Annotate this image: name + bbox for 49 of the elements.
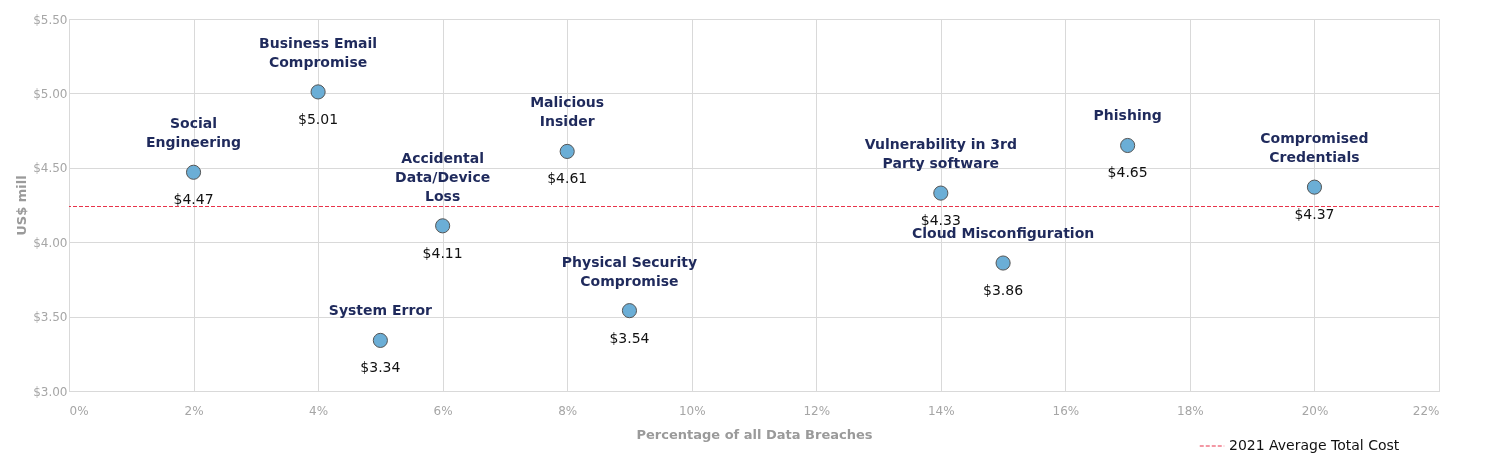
annotation: Phishing xyxy=(1093,107,1162,124)
point xyxy=(310,84,326,100)
annotation: Social Engineering xyxy=(146,115,242,151)
x-tick-label: 22% xyxy=(1412,403,1440,418)
point xyxy=(995,255,1011,271)
point xyxy=(372,332,388,348)
point xyxy=(1306,179,1323,195)
annotation: Physical Security Compromise xyxy=(561,253,698,289)
annotation: Vulnerability in 3rd Party software xyxy=(864,136,1017,172)
x-tick-label: 16% xyxy=(1052,403,1080,418)
data-label: $4.65 xyxy=(1107,164,1148,181)
y-tick-label: $4.50 xyxy=(33,161,68,176)
data-label: $3.86 xyxy=(983,282,1024,299)
x-tick-label: 18% xyxy=(1177,403,1204,418)
data-label: $4.47 xyxy=(173,191,214,208)
x-tick-label: 6% xyxy=(433,403,453,418)
annotation: Accidental Data/Device Loss xyxy=(395,149,491,204)
x-axis-title: Percentage of all Data Breaches xyxy=(636,426,873,442)
x-tick-label: 2% xyxy=(184,403,204,418)
point xyxy=(435,218,451,234)
point xyxy=(621,303,638,319)
x-tick-label: 14% xyxy=(927,403,955,418)
y-tick-label: $5.00 xyxy=(33,86,68,101)
point xyxy=(559,143,575,159)
data-label: $3.54 xyxy=(609,329,650,346)
x-tick-label: 4% xyxy=(309,403,329,418)
point xyxy=(1120,137,1136,154)
legend-label: 2021 Average Total Cost xyxy=(1229,437,1400,453)
annotation: Compromised Credentials xyxy=(1260,130,1369,166)
data-label: $4.61 xyxy=(547,170,588,187)
y-tick-label: $4.00 xyxy=(33,235,68,250)
annotation: Malicious Insider xyxy=(530,94,605,130)
x-tick-label: 8% xyxy=(558,403,578,418)
data-label: $5.01 xyxy=(298,110,339,127)
y-axis-title: US$ mill xyxy=(14,175,30,236)
x-tick-label: 10% xyxy=(678,403,706,418)
point xyxy=(185,164,202,180)
annotation: System Error xyxy=(328,302,432,319)
y-tick-label: $3.50 xyxy=(33,310,68,325)
data-label: $4.11 xyxy=(422,244,463,261)
y-tick-label: $5.50 xyxy=(33,12,68,27)
data-label: $3.34 xyxy=(360,359,401,376)
point xyxy=(933,185,949,201)
x-tick-label: 20% xyxy=(1301,403,1329,418)
data-label: $4.37 xyxy=(1294,206,1335,223)
y-tick-label: $3.00 xyxy=(33,384,68,399)
x-tick-label: 12% xyxy=(803,403,831,418)
x-tick-label: 0% xyxy=(69,403,89,418)
annotation: Business Email Compromise xyxy=(259,34,378,70)
